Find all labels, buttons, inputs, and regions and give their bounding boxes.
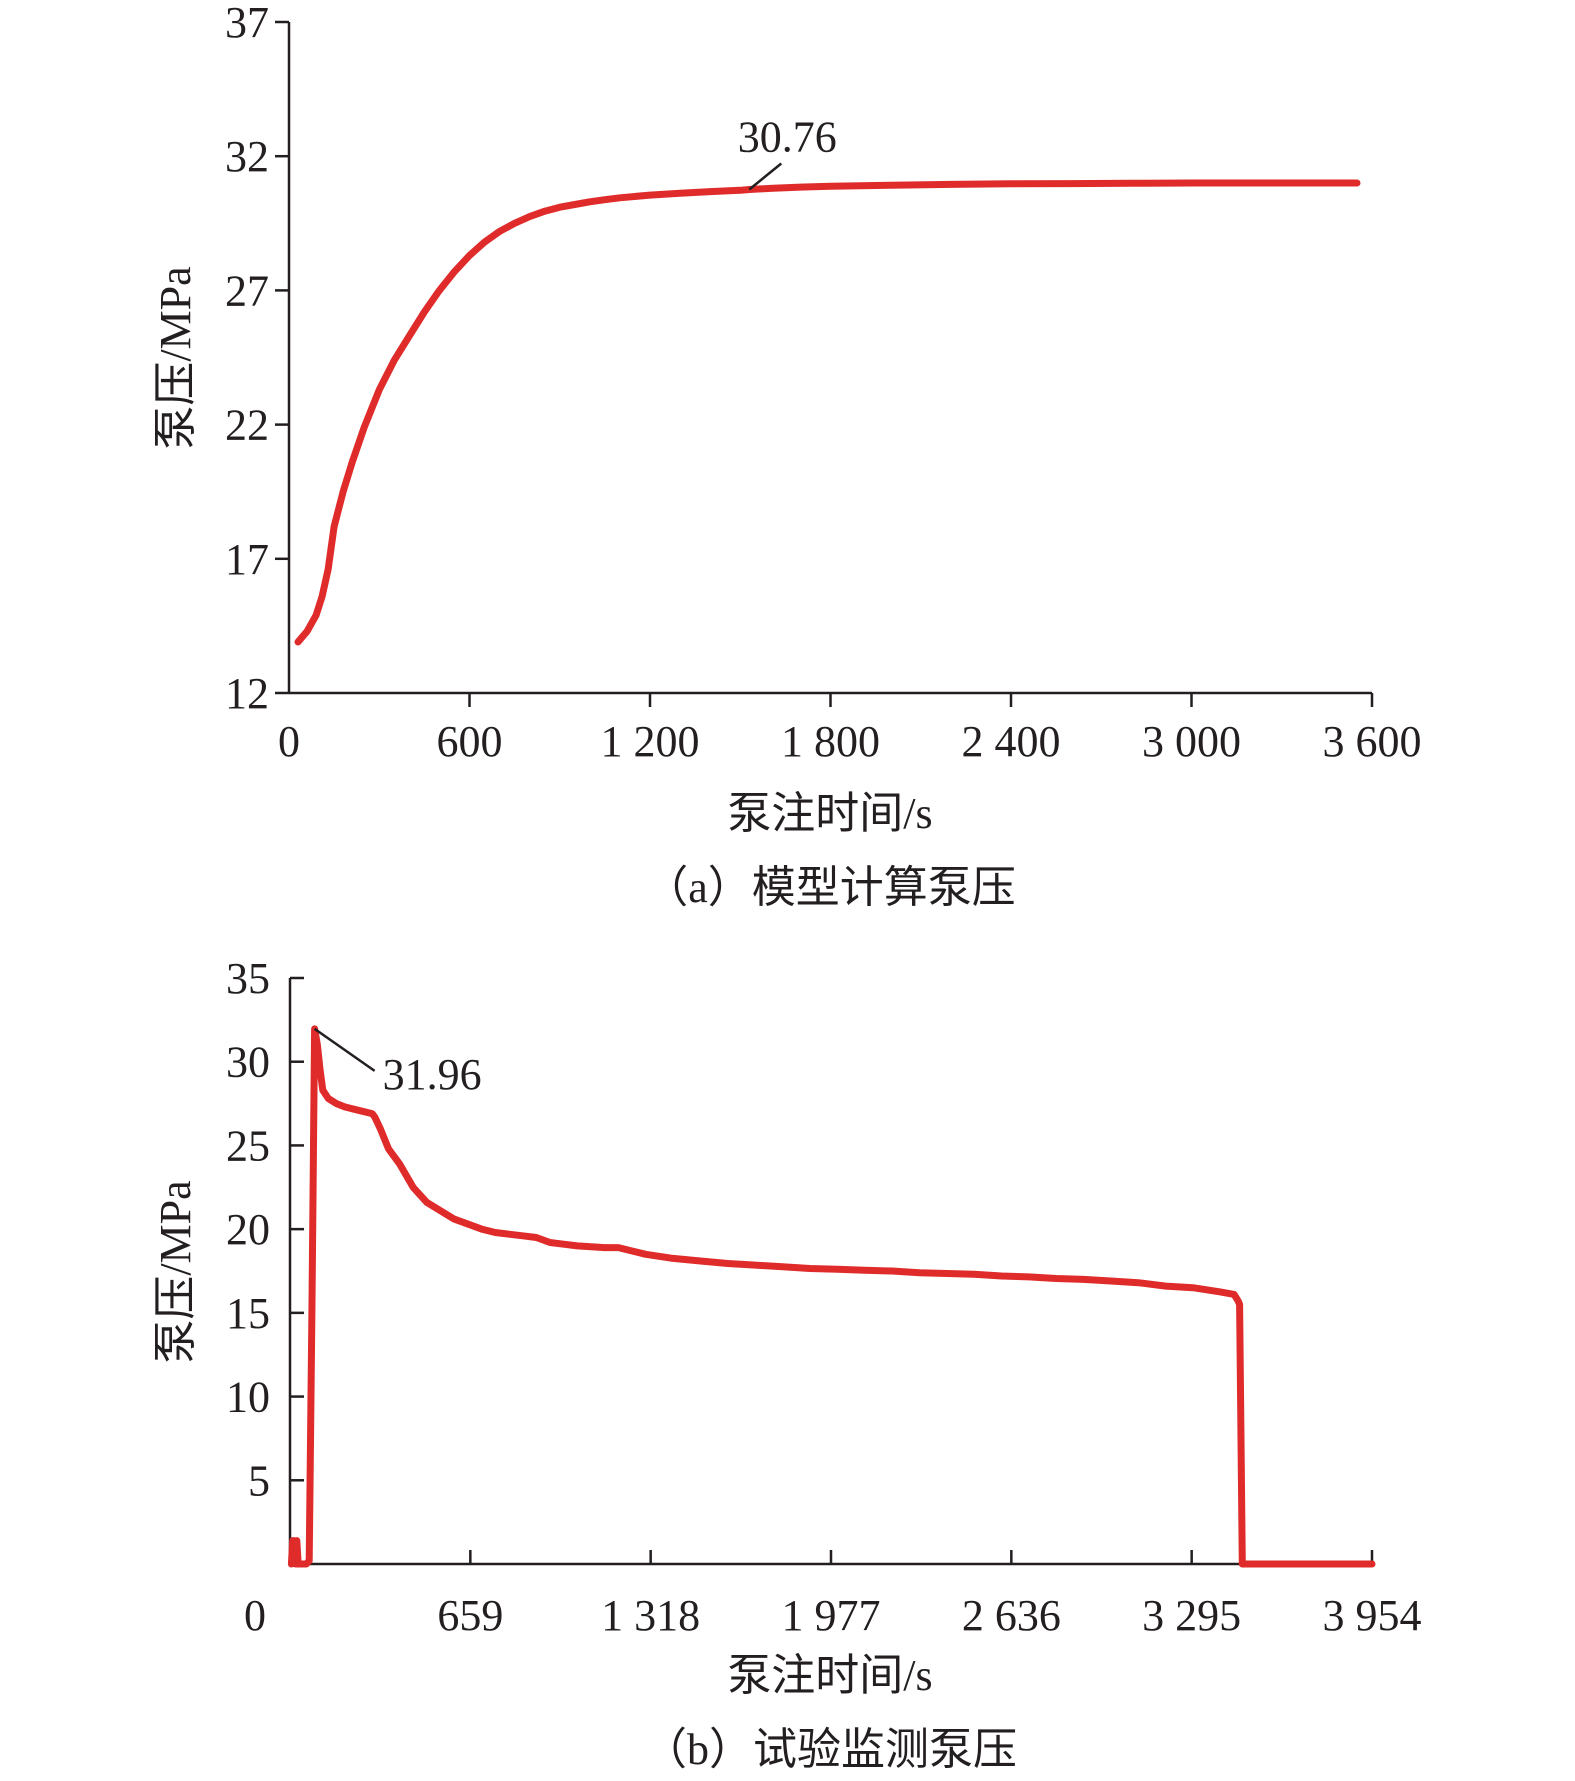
chart-a-y-tick-label: 37: [225, 0, 269, 47]
chart-b: 5 10 15 20 25 30 35 0 659 1 318 1 977 2 636 3 295 3 …: [151, 954, 1422, 1774]
chart-b-x-tick-label: 1 977: [782, 1591, 881, 1640]
chart-b-x-ticks: 0 659 1 318 1 977 2 636 3 295 3 954: [244, 1550, 1422, 1640]
chart-b-series-line: [287, 1025, 1376, 1568]
chart-a-annotation-label: 30.76: [738, 112, 837, 161]
chart-a-x-tick-label: 1 200: [601, 717, 700, 766]
chart-b-y-tick-label: 30: [226, 1038, 270, 1087]
chart-a-x-tick-label: 1 800: [781, 717, 880, 766]
chart-a-y-tick-label: 12: [225, 669, 269, 718]
chart-a-y-ticks: 12 17 22 27 32 37: [225, 0, 289, 718]
chart-a-y-tick-label: 17: [225, 535, 269, 584]
chart-b-y-tick-label: 20: [226, 1205, 270, 1254]
chart-b-y-ticks: 5 10 15 20 25 30 35: [226, 954, 304, 1505]
chart-a-y-axis-label: 泵压/MPa: [151, 266, 200, 449]
chart-a-x-tick-label: 0: [278, 717, 300, 766]
chart-b-annotation-leader: [313, 1027, 376, 1072]
chart-b-x-tick-label: 2 636: [962, 1591, 1061, 1640]
chart-b-x-tick-label: 659: [437, 1591, 503, 1640]
chart-b-y-tick-label: 5: [248, 1456, 270, 1505]
chart-b-y-tick-label: 15: [226, 1289, 270, 1338]
chart-a-x-ticks: 0 600 1 200 1 800 2 400 3 000 3 600: [278, 693, 1422, 766]
chart-b-y-tick-label: 10: [226, 1373, 270, 1422]
chart-b-x-tick-label: 3 954: [1323, 1591, 1422, 1640]
chart-a-y-tick-label: 27: [225, 266, 269, 315]
chart-b-caption: （b）试验监测泵压: [643, 1725, 1017, 1774]
chart-b-annotation-label: 31.96: [383, 1050, 482, 1099]
chart-a-series-line: [294, 179, 1361, 646]
chart-a-x-axis-label: 泵注时间/s: [727, 789, 932, 838]
chart-b-y-tick-label: 25: [226, 1121, 270, 1170]
chart-a: 12 17 22 27 32 37 0 600 1 200 1 800 2 400 3 000 3 6…: [151, 0, 1422, 912]
chart-a-caption: （a）模型计算泵压: [644, 863, 1016, 912]
chart-a-x-tick-label: 3 000: [1142, 717, 1241, 766]
chart-b-y-axis-label: 泵压/MPa: [151, 1180, 200, 1363]
chart-b-x-axis-label: 泵注时间/s: [727, 1651, 932, 1700]
chart-a-x-tick-label: 2 400: [962, 717, 1061, 766]
chart-a-x-tick-label: 3 600: [1323, 717, 1422, 766]
chart-b-x-tick-label: 3 295: [1142, 1591, 1241, 1640]
chart-b-x-tick-label: 0: [244, 1591, 266, 1640]
chart-b-x-tick-label: 1 318: [601, 1591, 700, 1640]
chart-a-annotation-leader: [748, 162, 783, 191]
chart-a-x-tick-label: 600: [437, 717, 503, 766]
chart-a-y-tick-label: 32: [225, 132, 269, 181]
chart-b-y-tick-label: 35: [226, 954, 270, 1003]
chart-a-y-tick-label: 22: [225, 401, 269, 450]
